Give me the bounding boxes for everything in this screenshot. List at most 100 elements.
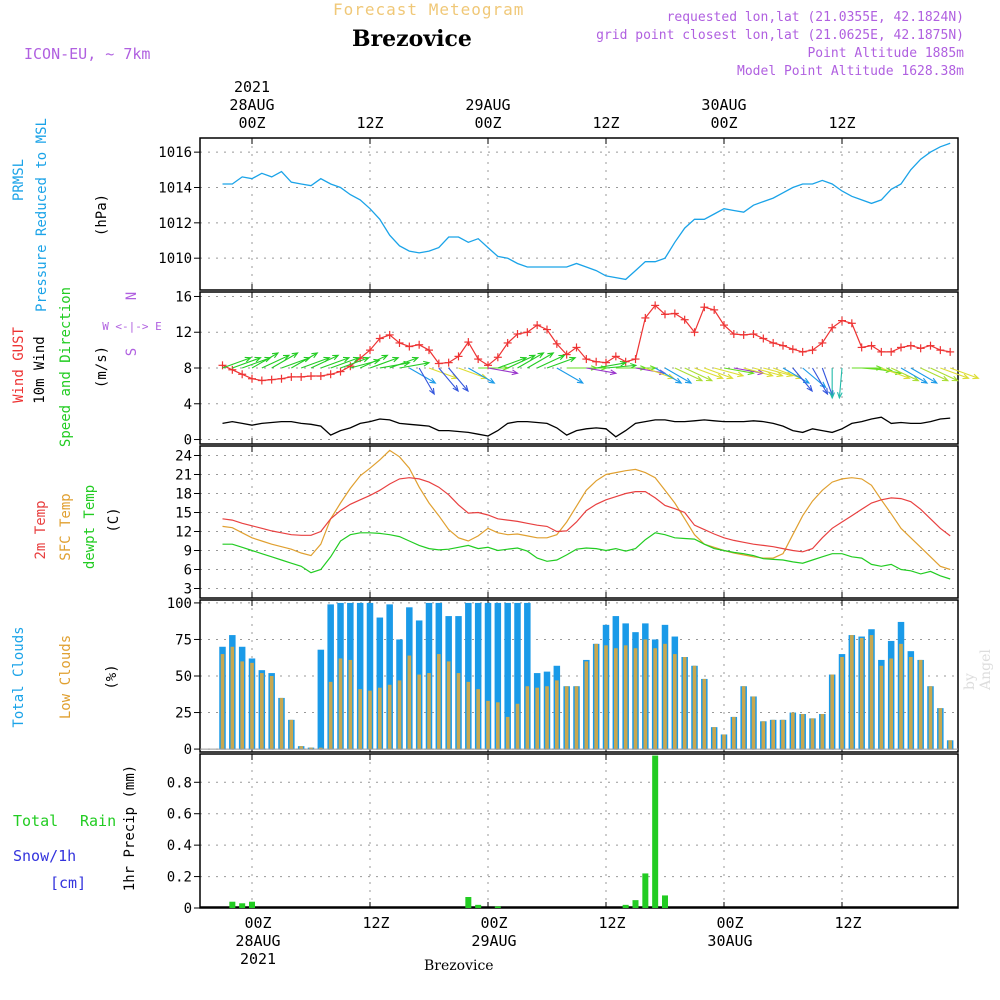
low-cloud-bar — [889, 658, 893, 750]
arrow-shaft — [497, 357, 527, 369]
location-title: Brezovice — [352, 26, 472, 52]
arrow-shaft — [389, 357, 419, 369]
wind-gust-marker — [769, 338, 778, 347]
arrow-shaft — [271, 352, 298, 369]
arrow-shaft — [772, 367, 802, 379]
bottom-time-label: 00Z — [480, 914, 507, 932]
wind-direction-arrow — [704, 367, 734, 380]
precip-bar — [642, 873, 649, 908]
precip-bar — [475, 904, 482, 908]
y-tick-label: 0 — [184, 742, 192, 758]
low-cloud-bar — [771, 719, 775, 750]
arrow-head — [619, 360, 628, 367]
arrow-head — [716, 373, 725, 380]
wind-direction-arrow — [507, 354, 537, 369]
arrow-head — [528, 354, 537, 361]
wind-direction-arrow — [487, 367, 519, 376]
wind-direction-arrow — [418, 367, 435, 396]
low-cloud-bar — [899, 643, 903, 750]
wind-gust-marker — [592, 357, 601, 366]
wind-gust-marker — [326, 370, 335, 379]
low-cloud-bar — [948, 740, 952, 750]
wind-gust-marker — [897, 343, 905, 352]
dewpt-temp-label: dewpt Temp — [82, 485, 98, 569]
arrow-shaft — [487, 367, 518, 374]
wind-direction-arrow — [330, 356, 361, 369]
low-cloud-bar — [614, 648, 618, 750]
panel-wind: 0 4 8 12 16 — [175, 289, 959, 449]
wind-gust-marker — [375, 334, 384, 343]
precip-rain-label: Rain — [80, 812, 116, 830]
temp-unit-label: (C) — [106, 507, 122, 532]
total-cloud-bar — [504, 602, 511, 750]
arrow-head — [829, 392, 836, 400]
requested-coords: requested lon,lat (21.0355E, 42.1824N) — [666, 10, 964, 25]
wind-direction-arrow — [340, 356, 371, 369]
arrow-shaft — [507, 354, 536, 369]
arrow-shaft — [281, 357, 310, 369]
wind-gust-marker — [287, 372, 296, 381]
arrow-head — [951, 375, 959, 382]
low-cloud-bar — [781, 719, 785, 750]
bottom-time-label: 30AUG — [707, 932, 752, 950]
low-cloud-bar — [535, 687, 539, 750]
pressure-line — [222, 142, 951, 281]
y-tick-label: 3 — [184, 582, 192, 598]
total-cloud-bar — [356, 602, 364, 750]
model-label: ICON-EU, ~ 7km — [24, 45, 151, 63]
low-cloud-bar — [328, 681, 333, 750]
wind-gust-marker — [493, 353, 502, 362]
low-cloud-bar — [446, 661, 451, 750]
low-cloud-bar — [751, 696, 756, 750]
arrow-head — [511, 369, 519, 376]
low-cloud-bar — [643, 639, 648, 750]
wind-gust-marker — [700, 303, 709, 312]
wind-gust-marker — [316, 372, 325, 381]
arrow-head — [684, 377, 693, 384]
y-tick-label: 4 — [184, 397, 192, 413]
arrow-shaft — [379, 362, 410, 369]
wind-direction-arrow — [674, 367, 704, 382]
panel-frame — [199, 445, 959, 599]
arrow-shaft — [694, 367, 723, 379]
low-cloud-bar — [604, 645, 608, 750]
bottom-time-label: 00Z — [244, 914, 271, 932]
wind-direction-arrow — [271, 352, 299, 369]
wind-gust-marker — [720, 321, 728, 330]
y-tick-label: 0.4 — [167, 838, 192, 854]
arrow-head — [342, 356, 351, 363]
wind-unit-label: (m/s) — [94, 346, 110, 388]
low-cloud-bar — [387, 684, 392, 750]
precip-bar — [632, 900, 639, 908]
wind-direction-arrow — [940, 367, 970, 380]
low-cloud-bar — [732, 716, 736, 750]
bottom-time-label: 12Z — [362, 914, 389, 932]
arrow-head — [806, 385, 813, 393]
pressure-label-desc: Pressure Reduced to MSL — [34, 118, 50, 312]
total-cloud-bar — [317, 649, 325, 750]
wind-gust-marker — [808, 346, 817, 355]
wind-gust-marker — [906, 341, 915, 350]
low-cloud-bar — [515, 703, 520, 750]
arrow-head — [885, 367, 894, 374]
arrow-head — [941, 375, 950, 382]
bottom-time-label: 28AUG — [235, 932, 280, 950]
compass-s: S — [124, 348, 140, 356]
low-cloud-bar — [722, 734, 726, 750]
wind-gust-marker — [936, 346, 945, 355]
precip-bar — [239, 903, 246, 908]
arrow-shaft — [910, 367, 938, 384]
y-tick-label: 8 — [184, 361, 192, 377]
arrow-shaft — [536, 354, 565, 369]
panel-pressure: 1010 1012 1014 1016 — [158, 137, 959, 291]
low-cloud-bar — [269, 676, 274, 750]
low-cloud-bar — [741, 686, 746, 750]
y-tick-label: 100 — [167, 596, 192, 612]
wind-gust-marker — [267, 375, 276, 384]
top-time-label: 12Z — [828, 114, 855, 132]
low-cloud-bar — [417, 674, 421, 750]
wind-gust-marker — [946, 347, 955, 356]
arrow-head — [920, 377, 929, 384]
wind-direction-arrow — [448, 367, 469, 393]
arrow-shaft — [261, 354, 290, 369]
